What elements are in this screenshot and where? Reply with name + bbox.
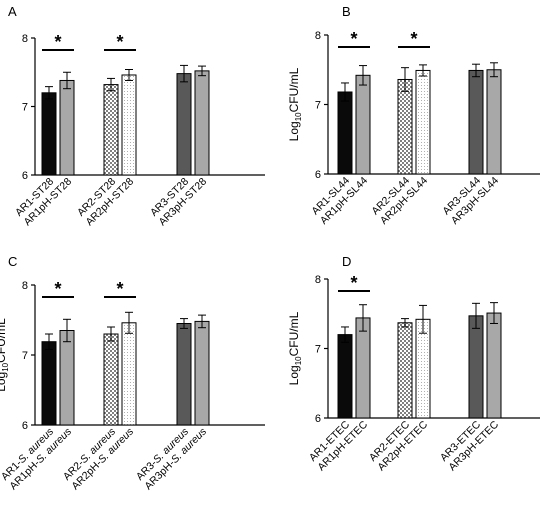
significance-star: * (54, 279, 61, 299)
panel-label: C (8, 254, 17, 269)
bar (176, 323, 192, 426)
bar (468, 69, 484, 175)
bar (468, 315, 484, 419)
panel-label: B (342, 4, 351, 19)
bar (59, 330, 75, 426)
y-tick-label: 6 (22, 170, 28, 182)
bar (194, 70, 210, 176)
panel-label: D (342, 254, 351, 269)
significance-star: * (350, 29, 357, 49)
bar (103, 333, 119, 426)
y-tick-label: 7 (22, 102, 28, 114)
significance-star: * (54, 32, 61, 52)
y-axis-label: Log10CFU/mL (287, 311, 303, 385)
significance-star: * (116, 279, 123, 299)
y-tick-label: 8 (22, 33, 28, 45)
significance-star: * (116, 32, 123, 52)
bar (121, 74, 137, 176)
panel-label: A (8, 4, 17, 19)
bar (355, 74, 371, 175)
y-axis-label: Log10CFU/mL (287, 67, 303, 141)
bar (337, 334, 353, 419)
bar (397, 322, 413, 419)
bar (121, 322, 137, 426)
y-axis-label: Log10CFU/mL (0, 318, 10, 392)
bar (103, 84, 119, 176)
y-tick-label: 7 (22, 350, 28, 362)
y-tick-label: 7 (315, 344, 321, 356)
y-tick-label: 8 (22, 280, 28, 292)
significance-star: * (410, 29, 417, 49)
y-tick-label: 6 (315, 413, 321, 425)
bar (41, 341, 57, 426)
bar (337, 91, 353, 175)
bar (415, 69, 431, 175)
bar (486, 312, 502, 419)
bar (176, 73, 192, 176)
y-tick-label: 6 (315, 169, 321, 181)
significance-star: * (350, 273, 357, 293)
panel-d: DLog10CFU/mL678AR1-ETECAR1pH-ETECAR2-ETE… (287, 254, 540, 473)
bar (486, 69, 502, 175)
bar (41, 92, 57, 176)
y-tick-label: 8 (315, 30, 321, 42)
y-tick-label: 7 (315, 100, 321, 112)
y-tick-label: 8 (315, 274, 321, 286)
bar (355, 317, 371, 419)
bar (59, 79, 75, 176)
bar (397, 78, 413, 175)
y-tick-label: 6 (22, 420, 28, 432)
bar (415, 318, 431, 419)
bar (194, 320, 210, 426)
